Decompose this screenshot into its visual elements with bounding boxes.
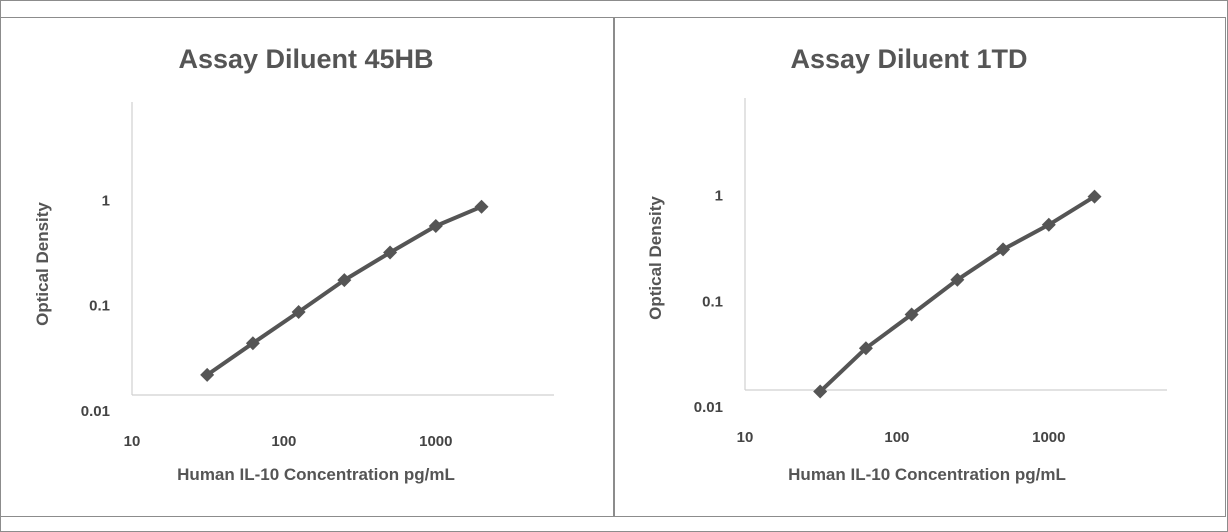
y-tick-label: 1 [715,188,723,205]
data-point-marker [291,305,306,320]
x-tick-label: 100 [271,433,296,450]
data-point-marker [245,336,260,351]
data-point-marker [813,384,828,399]
x-tick-label: 100 [884,429,909,446]
chart-title: Assay Diluent 1TD [790,44,1027,74]
chart-panel-assay-diluent-45hb: Assay Diluent 45HB Optical Density Human… [0,17,614,517]
tick-labels: 10 100 1000 0.01 0.1 1 [694,188,1066,446]
y-tick-label: 1 [102,192,110,209]
chart-svg: Assay Diluent 1TD Optical Density Human … [646,44,1167,484]
data-point-marker [200,367,215,382]
data-point-marker [1041,217,1056,232]
y-axis-title: Optical Density [646,196,665,320]
tick-labels: 10 100 1000 0.01 0.1 1 [81,192,453,450]
data-point-marker [858,341,873,356]
data-point-marker [950,272,965,287]
series-0 [813,189,1102,399]
x-tick-label: 10 [737,429,754,446]
chart-svg: Assay Diluent 45HB Optical Density Human… [33,44,554,484]
data-point-marker [474,199,489,214]
x-axis-title: Human IL-10 Concentration pg/mL [788,465,1066,484]
x-tick-label: 1000 [1032,429,1065,446]
data-point-marker [337,273,352,288]
x-tick-label: 1000 [419,433,452,450]
y-axis-title: Optical Density [33,202,52,326]
chart-panel-assay-diluent-1td: Assay Diluent 1TD Optical Density Human … [614,17,1226,517]
y-tick-label: 0.1 [89,298,110,315]
data-point-marker [996,242,1011,257]
data-point-marker [904,307,919,322]
data-point-marker [428,219,443,234]
x-tick-label: 10 [124,433,141,450]
data-point-marker [383,245,398,260]
series-line [206,204,483,377]
series-0 [200,199,489,382]
data-point-marker [1087,189,1102,204]
y-tick-label: 0.1 [702,293,723,310]
chart-title: Assay Diluent 45HB [178,44,433,74]
y-tick-label: 0.01 [81,403,110,420]
y-tick-label: 0.01 [694,399,723,416]
x-axis-title: Human IL-10 Concentration pg/mL [177,465,455,484]
